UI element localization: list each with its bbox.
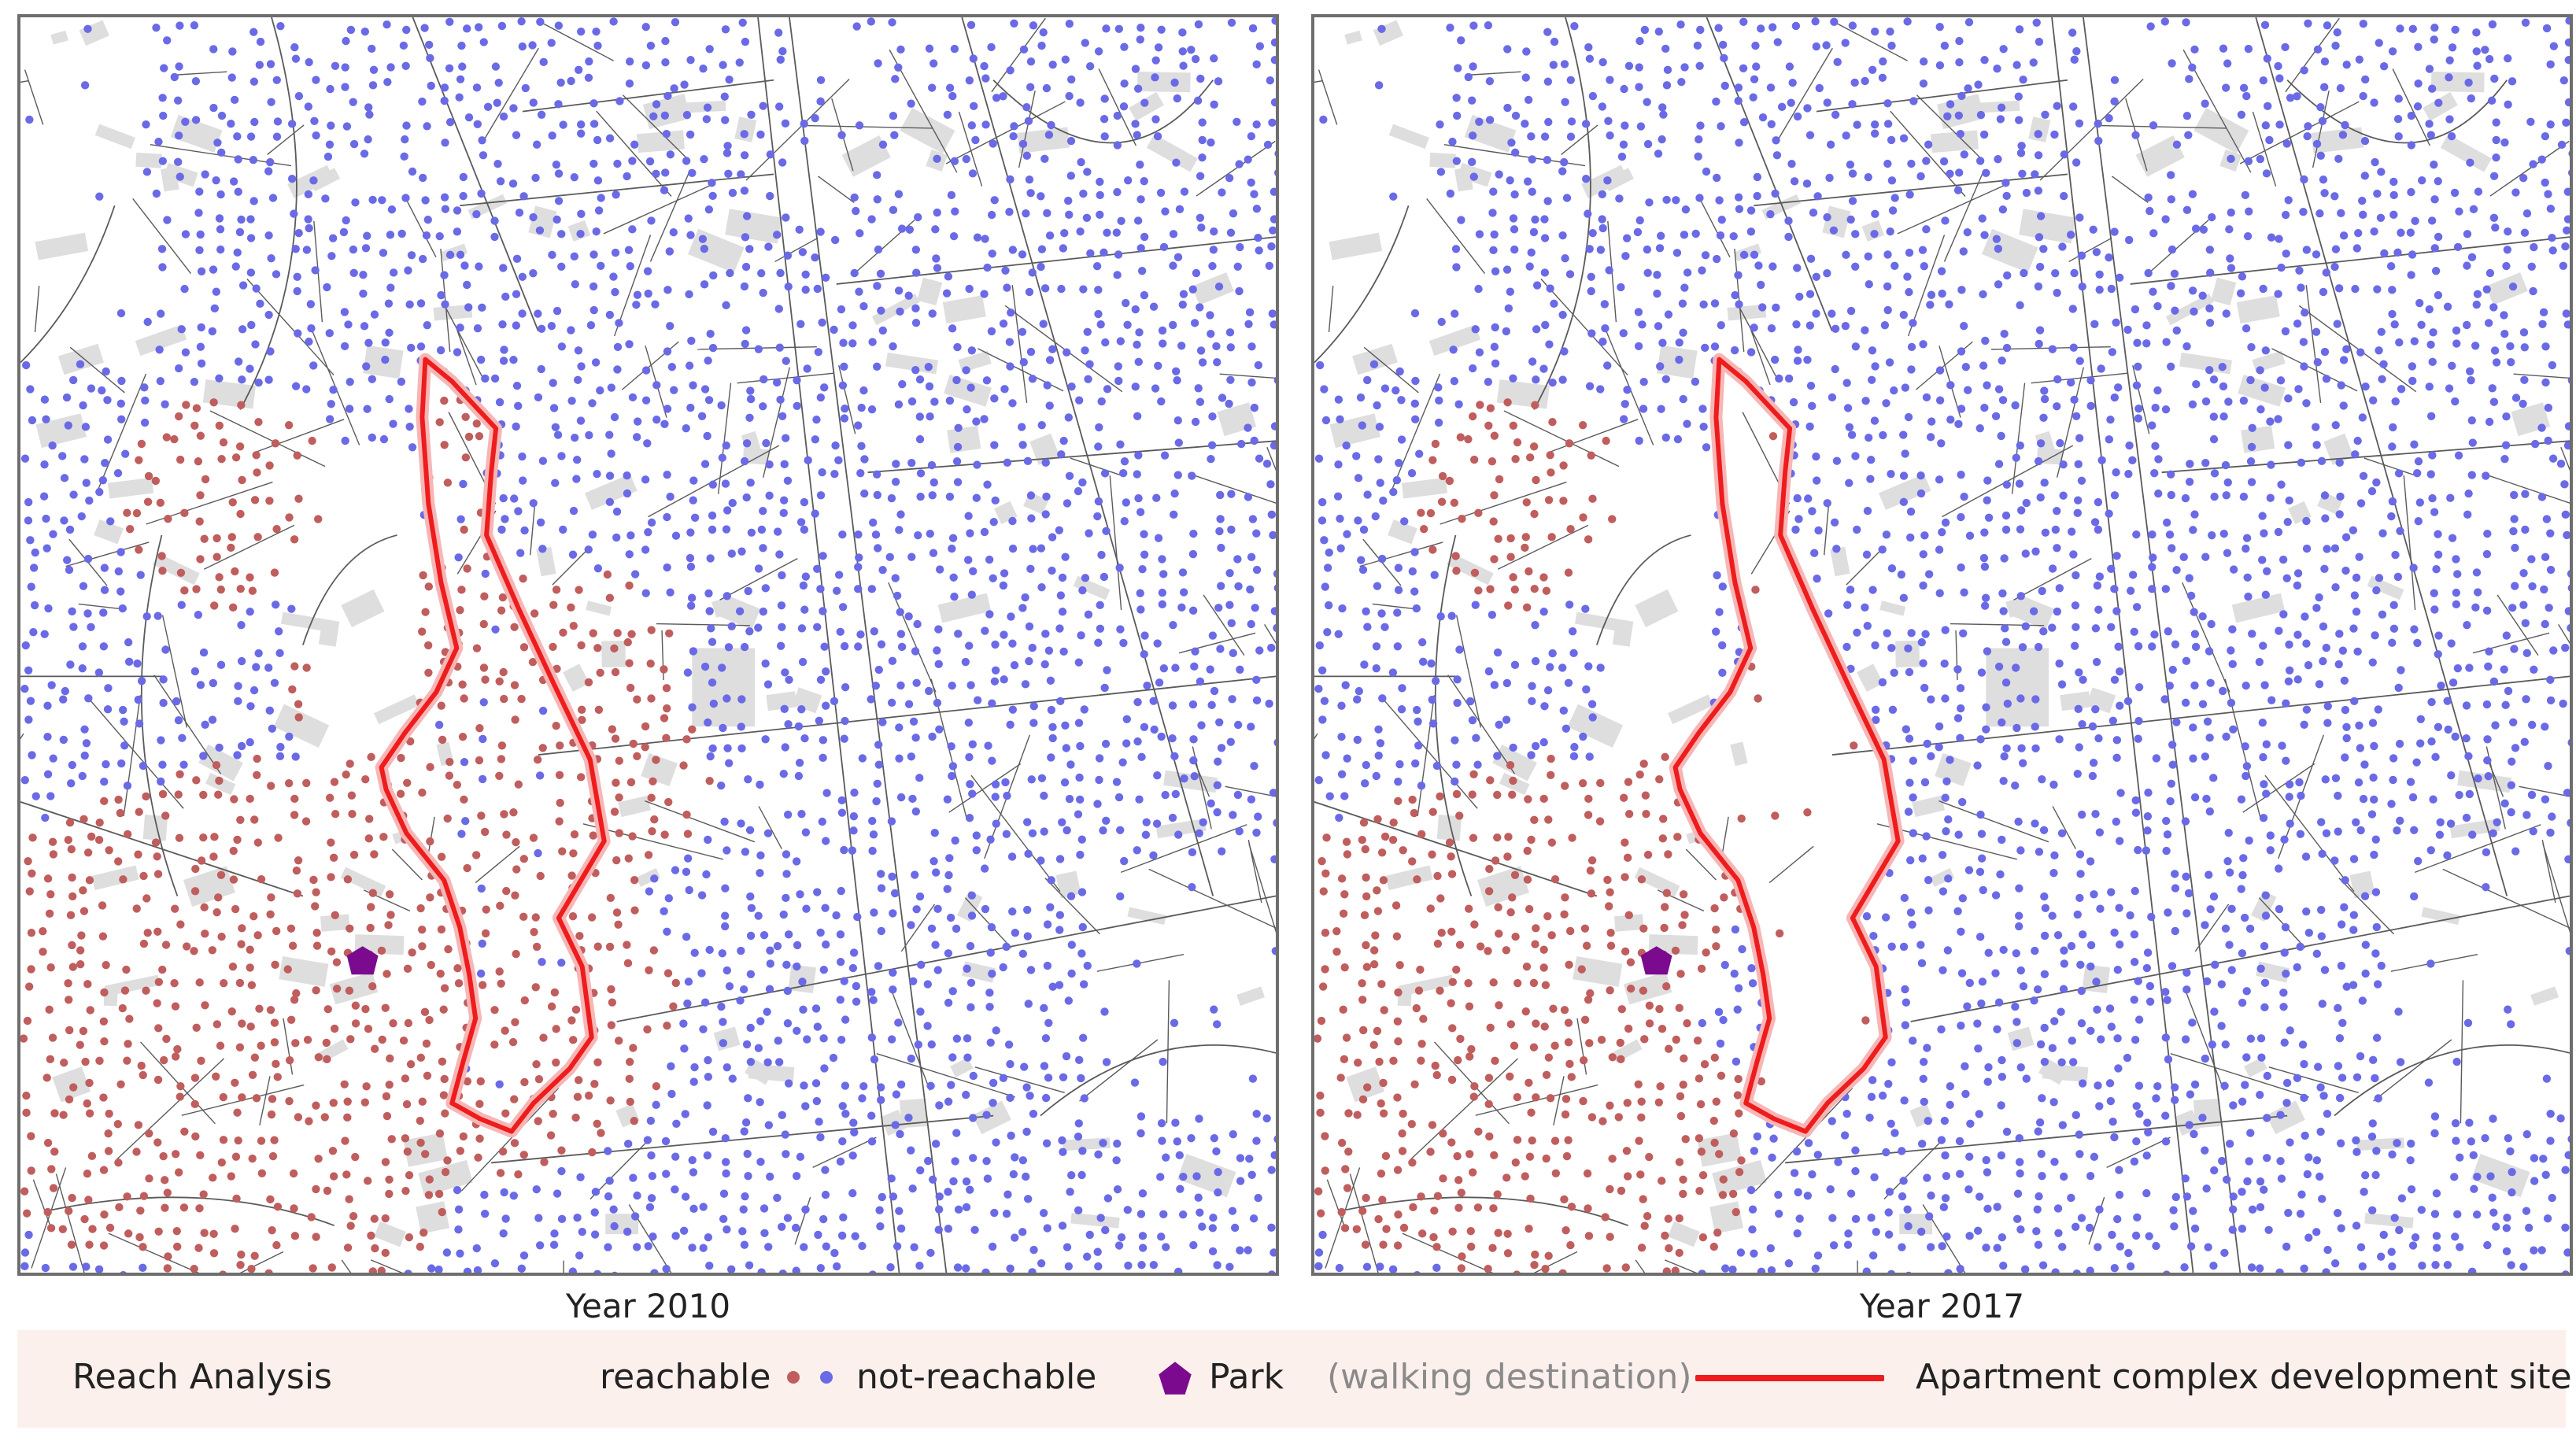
park-pentagon-icon [1159,1362,1192,1395]
reachable-parcels [20,375,714,1273]
reachable-dot-icon [787,1371,800,1384]
not-reachable-parcels [1314,17,2570,1273]
reachable-parcels [1314,398,1870,1273]
development-site-boundary [1672,357,1901,1134]
caption-2017: Year 2017 [1859,1287,2025,1325]
street-network [20,17,1276,1273]
legend-reachable-label: reachable [600,1357,771,1397]
development-site-boundary [379,357,607,1134]
street-network [1314,17,2570,1273]
map-panel-2010 [17,14,1279,1276]
not-reachable-dot-icon [820,1371,833,1384]
legend-not-reachable-label: not-reachable [856,1357,1097,1397]
legend-site-label: Apartment complex development site [1916,1357,2572,1397]
map-2017 [1314,17,2570,1273]
site-line-icon [1695,1375,1884,1381]
map-panel-2017 [1311,14,2573,1276]
map-2010 [20,17,1276,1273]
park-icon [346,946,379,975]
legend-park-label: Park [1209,1357,1284,1397]
caption-2010: Year 2010 [565,1287,731,1325]
park-icon [1640,946,1672,975]
legend-title: Reach Analysis [72,1357,332,1397]
legend-park-note: (walking destination) [1327,1357,1692,1397]
legend: Reach Analysis reachable not-reachable P… [17,1330,2572,1428]
not-reachable-parcels [20,17,1276,1273]
